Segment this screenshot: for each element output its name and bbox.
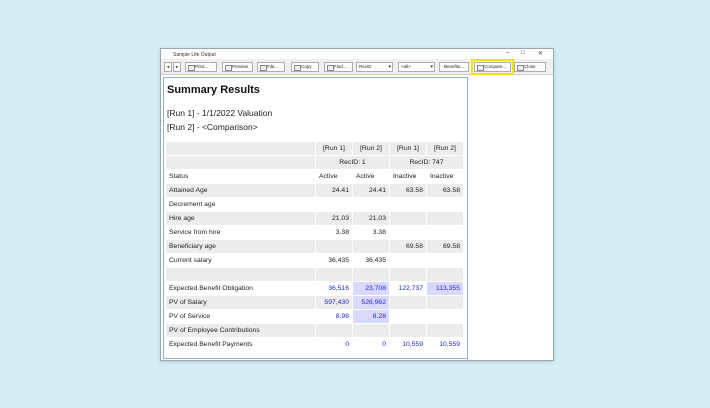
group-header: RecID: 1 bbox=[316, 156, 390, 170]
run-header: [Run 1] bbox=[316, 142, 353, 156]
value-cell bbox=[390, 324, 427, 338]
value-cell: Active bbox=[316, 170, 353, 184]
value-cell: 10,559 bbox=[427, 338, 464, 352]
toolbar-button[interactable]: Print... bbox=[185, 62, 217, 72]
toolbar: ◂ ▸ Print... Preview File... Copy Find... Rec… bbox=[161, 59, 553, 75]
value-cell bbox=[427, 324, 464, 338]
value-cell: 8.98 bbox=[316, 310, 353, 324]
run-label: [Run 1] - 1/1/2022 Valuation bbox=[167, 108, 273, 118]
row-label: Beneficiary age bbox=[166, 240, 316, 254]
value-cell: 0 bbox=[316, 338, 353, 352]
value-cell bbox=[390, 254, 427, 268]
run-header: [Run 2] bbox=[427, 142, 464, 156]
report: Summary Results [Run 1] - 1/1/2022 Valua… bbox=[163, 77, 468, 359]
value-cell: 23,708 bbox=[353, 282, 390, 296]
close-window[interactable]: ✕ bbox=[538, 51, 544, 57]
value-cell bbox=[427, 198, 464, 212]
value-cell: 3.38 bbox=[353, 226, 390, 240]
row-label: Current salary bbox=[166, 254, 316, 268]
value-cell: 597,430 bbox=[316, 296, 353, 310]
value-cell bbox=[427, 296, 464, 310]
value-cell bbox=[353, 324, 390, 338]
value-cell bbox=[390, 268, 427, 282]
row-label: PV of Employee Contributions bbox=[166, 324, 316, 338]
value-cell bbox=[390, 296, 427, 310]
value-cell: Inactive bbox=[427, 170, 464, 184]
value-cell: 24.41 bbox=[316, 184, 353, 198]
row-label: Hire age bbox=[166, 212, 316, 226]
value-cell: 36,516 bbox=[316, 282, 353, 296]
toolbar-button[interactable]: Close bbox=[514, 62, 546, 72]
forward-button[interactable]: ▸ bbox=[173, 62, 181, 72]
value-cell: 36,435 bbox=[316, 254, 353, 268]
value-cell: 113,355 bbox=[427, 282, 464, 296]
value-cell: Inactive bbox=[390, 170, 427, 184]
toolbar-button[interactable]: Compare... bbox=[471, 59, 514, 75]
window: Sample Life Output – □ ✕ ◂ ▸ Print... Pre… bbox=[160, 48, 554, 361]
value-cell bbox=[427, 310, 464, 324]
value-cell bbox=[427, 226, 464, 240]
value-cell: 0 bbox=[353, 338, 390, 352]
results-table: [Run 1] [Run 2] [Run 1] [Run 2] RecID: 1 RecI… bbox=[166, 142, 464, 356]
row-label: Decrement age bbox=[166, 198, 316, 212]
value-cell: 63.58 bbox=[390, 184, 427, 198]
value-cell: 69.58 bbox=[390, 240, 427, 254]
value-cell: 122,737 bbox=[390, 282, 427, 296]
value-cell: 3.38 bbox=[316, 226, 353, 240]
toolbar-button[interactable]: File... bbox=[257, 62, 285, 72]
row-label: Expected Benefit Obligation bbox=[166, 282, 316, 296]
row-label: PV of Salary bbox=[166, 296, 316, 310]
row-label: Attained Age bbox=[166, 184, 316, 198]
value-cell bbox=[316, 198, 353, 212]
header-cell bbox=[166, 142, 316, 156]
value-cell bbox=[353, 240, 390, 254]
row-label: Service from hire bbox=[166, 226, 316, 240]
value-cell bbox=[390, 212, 427, 226]
back-button[interactable]: ◂ bbox=[164, 62, 172, 72]
value-cell: Active bbox=[353, 170, 390, 184]
toolbar-button[interactable]: Preview bbox=[222, 62, 253, 72]
dropdown[interactable]: RecID bbox=[356, 62, 393, 72]
value-cell: 526,962 bbox=[353, 296, 390, 310]
row-label: Expected Benefit Payments bbox=[166, 338, 316, 352]
value-cell bbox=[316, 240, 353, 254]
maximize[interactable]: □ bbox=[521, 50, 525, 56]
value-cell: 36,435 bbox=[353, 254, 390, 268]
row-label: Status bbox=[166, 170, 316, 184]
row-label bbox=[166, 268, 316, 282]
minimize[interactable]: – bbox=[506, 50, 510, 56]
value-cell bbox=[353, 198, 390, 212]
toolbar-button[interactable]: Find... bbox=[324, 62, 353, 72]
value-cell bbox=[353, 268, 390, 282]
value-cell: 8.28 bbox=[353, 310, 390, 324]
run-header: [Run 2] bbox=[353, 142, 390, 156]
toolbar-button[interactable]: Copy bbox=[291, 62, 319, 72]
value-cell bbox=[316, 268, 353, 282]
run-header: [Run 1] bbox=[390, 142, 427, 156]
group-header: RecID: 747 bbox=[390, 156, 464, 170]
value-cell bbox=[390, 226, 427, 240]
report-title: Summary Results bbox=[167, 84, 260, 96]
row-label: PV of Service bbox=[166, 310, 316, 324]
value-cell bbox=[390, 198, 427, 212]
header-cell bbox=[166, 156, 316, 170]
value-cell bbox=[390, 310, 427, 324]
value-cell bbox=[427, 254, 464, 268]
window-title: Sample Life Output bbox=[173, 52, 216, 58]
value-cell: 10,559 bbox=[390, 338, 427, 352]
toolbar-button[interactable]: Benefits... bbox=[439, 62, 469, 72]
value-cell bbox=[316, 324, 353, 338]
run-label: [Run 2] - <Comparison> bbox=[167, 122, 258, 132]
value-cell: 21.03 bbox=[316, 212, 353, 226]
value-cell: 24.41 bbox=[353, 184, 390, 198]
value-cell bbox=[427, 268, 464, 282]
value-cell: 63.58 bbox=[427, 184, 464, 198]
value-cell: 21.03 bbox=[353, 212, 390, 226]
value-cell: 69.58 bbox=[427, 240, 464, 254]
dropdown[interactable]: <all> bbox=[398, 62, 435, 72]
value-cell bbox=[427, 212, 464, 226]
